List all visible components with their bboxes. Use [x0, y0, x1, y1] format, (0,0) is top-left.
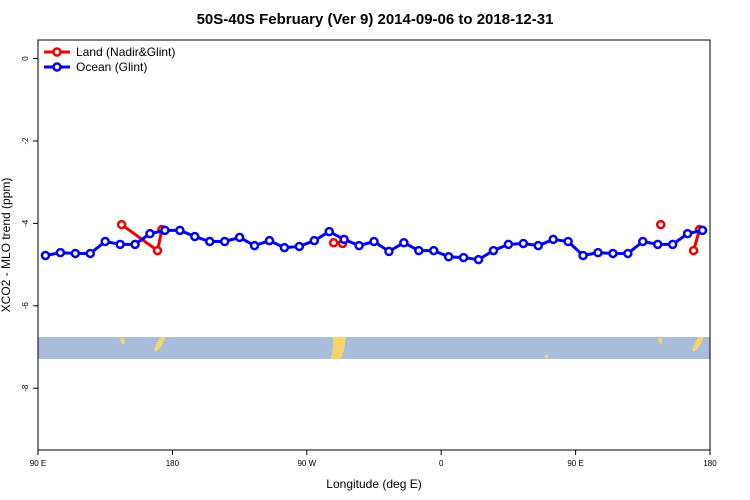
- y-tick-label: -4: [21, 219, 30, 227]
- chart-title: 50S-40S February (Ver 9) 2014-09-06 to 2…: [197, 11, 554, 28]
- point: [414, 245, 424, 256]
- point: [339, 234, 349, 245]
- point: [458, 252, 469, 263]
- point: [100, 236, 110, 247]
- point: [294, 241, 305, 252]
- legend-label: Ocean (Glint): [76, 60, 147, 74]
- x-axis-label: Longitude (deg E): [326, 477, 421, 491]
- point: [488, 245, 499, 256]
- legend-marker: [52, 62, 62, 72]
- y-tick-label: -2: [21, 137, 30, 145]
- point: [175, 225, 185, 236]
- point: [688, 245, 699, 256]
- point: [204, 236, 215, 247]
- point: [115, 239, 125, 250]
- point: [160, 225, 170, 236]
- point: [279, 242, 290, 253]
- x-tick-label: 90 W: [297, 459, 316, 468]
- point: [638, 236, 648, 247]
- point: [152, 245, 163, 256]
- point: [533, 240, 544, 251]
- point: [309, 235, 320, 246]
- point: [190, 231, 200, 242]
- land-strip: [38, 337, 710, 359]
- point: [667, 239, 678, 250]
- point: [655, 219, 666, 230]
- point: [219, 236, 230, 247]
- point: [428, 245, 439, 256]
- point: [652, 239, 663, 250]
- point: [234, 232, 245, 243]
- point: [384, 246, 394, 257]
- y-axis-label: XCO2 - MLO trend (ppm): [0, 178, 13, 313]
- point: [70, 248, 81, 259]
- point: [697, 225, 708, 236]
- point: [369, 236, 379, 247]
- point: [328, 237, 339, 248]
- point: [40, 250, 51, 261]
- x-tick-label: 90 E: [567, 459, 583, 468]
- point: [130, 239, 140, 250]
- point: [548, 234, 558, 245]
- point: [682, 228, 693, 239]
- point: [85, 248, 96, 259]
- point: [623, 248, 633, 259]
- point: [473, 254, 484, 265]
- point: [264, 235, 275, 246]
- legend-label: Land (Nadir&Glint): [76, 45, 175, 59]
- point: [443, 251, 454, 262]
- plot-frame: [37, 39, 711, 451]
- point: [324, 226, 334, 237]
- point: [608, 248, 618, 259]
- legend-marker: [52, 47, 62, 57]
- point: [578, 250, 588, 261]
- point: [518, 238, 529, 249]
- x-tick-label: 180: [166, 459, 180, 468]
- x-tick-label: 90 E: [30, 459, 46, 468]
- point: [145, 228, 155, 239]
- point: [593, 247, 603, 258]
- y-tick-label: 0: [21, 56, 30, 61]
- point: [55, 247, 66, 258]
- point: [399, 237, 409, 248]
- point: [116, 219, 127, 230]
- x-tick-label: 0: [439, 459, 444, 468]
- y-tick-label: -6: [21, 302, 30, 310]
- x-tick-label: 180: [703, 459, 717, 468]
- y-tick-label: -8: [21, 384, 30, 392]
- point: [503, 239, 514, 250]
- point: [354, 240, 364, 251]
- point: [249, 240, 260, 251]
- point: [563, 236, 573, 247]
